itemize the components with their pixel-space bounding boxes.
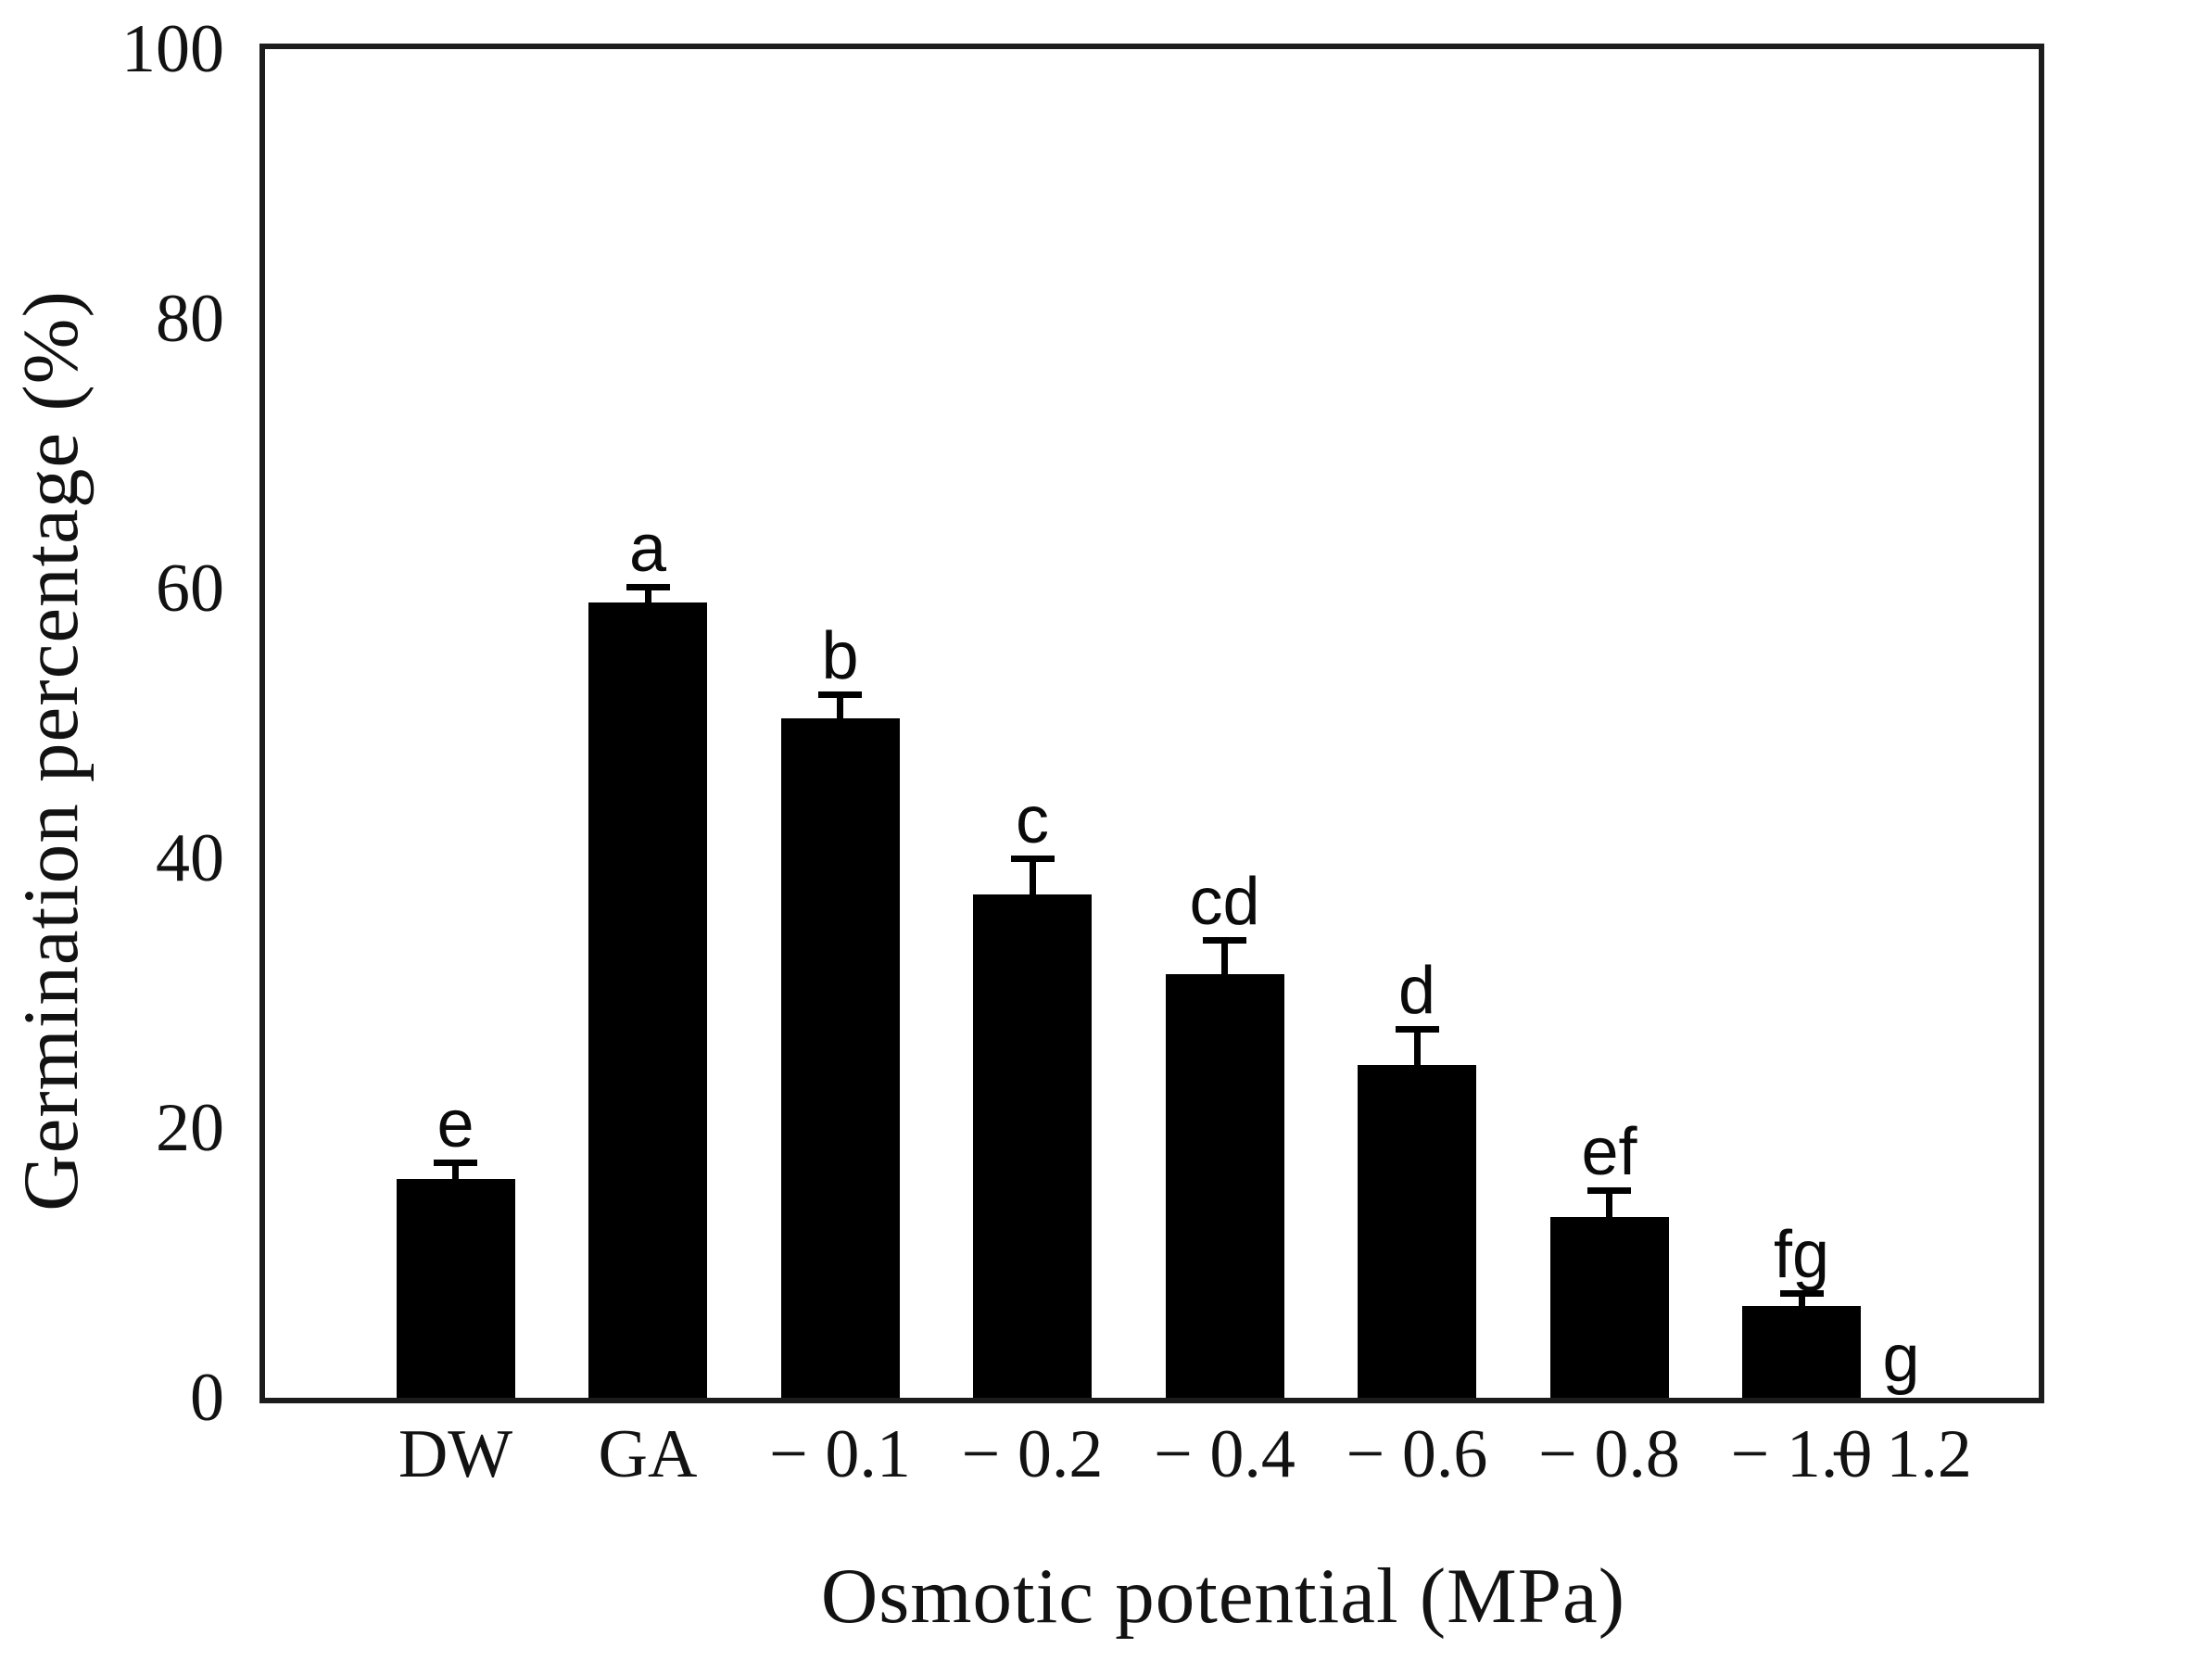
- y-tick-label: 0: [190, 1360, 224, 1436]
- bar: [780, 717, 900, 1398]
- y-tick-label: 100: [121, 11, 224, 87]
- sig-letter: d: [1397, 953, 1436, 1028]
- sig-letter: e: [436, 1086, 474, 1161]
- error-bar-whisker: [1029, 859, 1036, 897]
- error-bar-cap: [1587, 1187, 1631, 1195]
- plot-frame: [259, 44, 2044, 1403]
- x-tick-label: − 0.2: [961, 1416, 1104, 1492]
- sig-letter: a: [628, 511, 667, 586]
- y-axis-title: Germination percentage (%): [7, 290, 95, 1211]
- x-tick-label: − 0.4: [1154, 1416, 1296, 1492]
- sig-letter: fg: [1773, 1217, 1830, 1292]
- bar: [1549, 1217, 1669, 1398]
- error-bar-cap: [1779, 1289, 1824, 1297]
- x-tick-label: GA: [598, 1416, 698, 1492]
- y-tick-label: 40: [156, 820, 224, 896]
- bar: [1165, 974, 1284, 1398]
- x-tick-label: − 0.1: [769, 1416, 911, 1492]
- error-bar-whisker: [837, 694, 843, 720]
- x-axis-title: Osmotic potential (MPa): [820, 1553, 1626, 1640]
- sig-letter: cd: [1189, 864, 1260, 939]
- error-bar-cap: [1203, 936, 1246, 944]
- error-bar-whisker: [1606, 1191, 1612, 1220]
- error-bar-whisker: [1221, 940, 1228, 977]
- error-bar-whisker: [644, 587, 651, 604]
- error-bar-cap: [434, 1159, 477, 1166]
- error-bar-cap: [1010, 856, 1055, 863]
- bar: [1358, 1064, 1476, 1398]
- error-bar-whisker: [1413, 1029, 1421, 1067]
- sig-letter: b: [821, 618, 859, 693]
- sig-letter: g: [1882, 1322, 1920, 1396]
- bar: [396, 1179, 515, 1398]
- y-tick-label: 20: [156, 1090, 224, 1166]
- x-tick-label: − 1.0: [1730, 1416, 1873, 1492]
- x-tick-label: − 1.2: [1830, 1416, 1972, 1492]
- x-tick-label: − 0.6: [1346, 1416, 1488, 1492]
- x-tick-label: DW: [398, 1416, 513, 1492]
- y-tick-label: 60: [156, 551, 224, 627]
- x-tick-label: − 0.8: [1538, 1416, 1680, 1492]
- error-bar-whisker: [452, 1162, 459, 1182]
- sig-letter: ef: [1581, 1115, 1637, 1190]
- error-bar-whisker: [1798, 1293, 1805, 1309]
- bar: [973, 894, 1092, 1398]
- bar: [1742, 1306, 1861, 1398]
- y-tick-label: 80: [156, 281, 224, 357]
- error-bar-cap: [626, 583, 670, 590]
- error-bar-cap: [1395, 1025, 1439, 1033]
- sig-letter: c: [1016, 783, 1049, 858]
- bar: [588, 602, 707, 1398]
- error-bar-cap: [818, 691, 862, 698]
